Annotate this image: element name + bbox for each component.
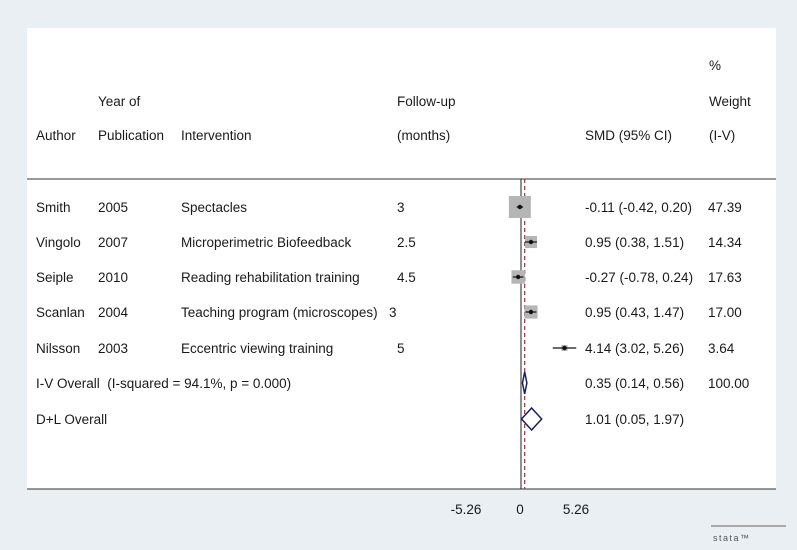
study-year: 2007 — [98, 235, 128, 250]
study-row: Seiple 2010 Reading rehabilitation train… — [36, 270, 742, 285]
study-author: Seiple — [36, 270, 74, 285]
study-point-estimate — [515, 274, 521, 280]
overall-ci-text: 0.35 (0.14, 0.56) — [585, 376, 684, 391]
stata-logo: stata™ — [713, 533, 751, 543]
study-weight: 14.34 — [708, 235, 742, 250]
study-point-estimate — [528, 239, 534, 245]
study-ci-text: 0.95 (0.43, 1.47) — [585, 305, 684, 320]
study-year: 2010 — [98, 270, 128, 285]
study-row: Smith 2005 Spectacles 3 -0.11 (-0.42, 0.… — [36, 200, 742, 215]
header-smd: SMD (95% CI) — [585, 128, 672, 143]
study-weight: 3.64 — [708, 341, 735, 356]
study-intervention: Spectacles — [181, 200, 247, 215]
x-tick-label: 0 — [516, 502, 524, 517]
study-intervention: Microperimetric Biofeedback — [181, 235, 352, 250]
study-weight: 17.00 — [708, 305, 742, 320]
study-followup: 3 — [397, 200, 405, 215]
study-author: Vingolo — [36, 235, 81, 250]
overall-label: D+L Overall — [36, 412, 107, 427]
header-author: Author — [36, 128, 76, 143]
study-ci-text: -0.27 (-0.78, 0.24) — [585, 270, 693, 285]
study-followup: 4.5 — [397, 270, 416, 285]
study-weight: 17.63 — [708, 270, 742, 285]
x-tick-label: 5.26 — [563, 502, 589, 517]
study-year: 2005 — [98, 200, 128, 215]
overall-row: I-V Overall (I-squared = 94.1%, p = 0.00… — [36, 376, 749, 391]
study-weight: 47.39 — [708, 200, 742, 215]
forest-marks — [508, 179, 577, 489]
study-point-estimate — [562, 345, 567, 351]
header-intervention: Intervention — [181, 128, 252, 143]
study-author: Nilsson — [36, 341, 80, 356]
header-weight-line1: % — [709, 58, 721, 73]
study-intervention: Eccentric viewing training — [181, 341, 333, 356]
header-year-line1: Year of — [98, 94, 141, 109]
header-followup-line2: (months) — [397, 128, 450, 143]
study-ci-text: -0.11 (-0.42, 0.20) — [585, 200, 692, 215]
study-point-estimate — [517, 204, 523, 210]
study-row: Vingolo 2007 Microperimetric Biofeedback… — [36, 235, 742, 250]
study-followup: 2.5 — [397, 235, 416, 250]
x-tick-label: -5.26 — [451, 502, 482, 517]
study-year: 2004 — [98, 305, 129, 320]
study-row: Scanlan 2004 Teaching program (microscop… — [36, 305, 742, 320]
overall-diamond — [520, 406, 543, 432]
overall-label: I-V Overall (I-squared = 94.1%, p = 0.00… — [36, 376, 291, 391]
study-ci-text: 4.14 (3.02, 5.26) — [585, 341, 684, 356]
header-year-line2: Publication — [98, 128, 164, 143]
study-ci-text: 0.95 (0.38, 1.51) — [585, 235, 684, 250]
study-author: Scanlan — [36, 305, 85, 320]
study-intervention: Teaching program (microscopes) — [181, 305, 378, 320]
study-row: Nilsson 2003 Eccentric viewing training … — [36, 341, 735, 356]
study-point-estimate — [528, 309, 534, 315]
study-author: Smith — [36, 200, 71, 215]
study-followup: 3 — [389, 305, 397, 320]
overall-diamond — [521, 371, 528, 395]
study-intervention: Reading rehabilitation training — [181, 270, 360, 285]
header-weight-line2: Weight — [709, 94, 751, 109]
plot-region — [27, 28, 776, 489]
overall-weight: 100.00 — [708, 376, 749, 391]
header-weight-line3: (I-V) — [709, 128, 735, 143]
overall-row: D+L Overall 1.01 (0.05, 1.97) — [36, 412, 684, 427]
study-followup: 5 — [397, 341, 405, 356]
overall-ci-text: 1.01 (0.05, 1.97) — [585, 412, 684, 427]
study-year: 2003 — [98, 341, 128, 356]
header-followup-line1: Follow-up — [397, 94, 456, 109]
